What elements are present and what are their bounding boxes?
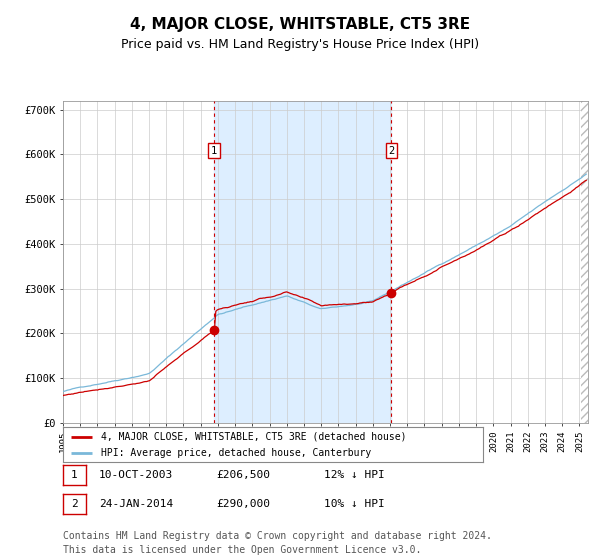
Text: £290,000: £290,000 — [216, 499, 270, 509]
Text: £206,500: £206,500 — [216, 470, 270, 480]
Text: Price paid vs. HM Land Registry's House Price Index (HPI): Price paid vs. HM Land Registry's House … — [121, 38, 479, 52]
Text: 1: 1 — [211, 146, 217, 156]
Text: 4, MAJOR CLOSE, WHITSTABLE, CT5 3RE: 4, MAJOR CLOSE, WHITSTABLE, CT5 3RE — [130, 17, 470, 32]
Text: Contains HM Land Registry data © Crown copyright and database right 2024.
This d: Contains HM Land Registry data © Crown c… — [63, 531, 492, 555]
Text: 4, MAJOR CLOSE, WHITSTABLE, CT5 3RE (detached house): 4, MAJOR CLOSE, WHITSTABLE, CT5 3RE (det… — [101, 432, 406, 442]
Text: 2: 2 — [71, 499, 78, 509]
Text: 1: 1 — [71, 470, 78, 480]
Text: 12% ↓ HPI: 12% ↓ HPI — [324, 470, 385, 480]
Text: 10-OCT-2003: 10-OCT-2003 — [99, 470, 173, 480]
Text: 10% ↓ HPI: 10% ↓ HPI — [324, 499, 385, 509]
Bar — [214, 101, 391, 423]
Text: 2: 2 — [388, 146, 394, 156]
Text: HPI: Average price, detached house, Canterbury: HPI: Average price, detached house, Cant… — [101, 447, 371, 458]
Text: 24-JAN-2014: 24-JAN-2014 — [99, 499, 173, 509]
